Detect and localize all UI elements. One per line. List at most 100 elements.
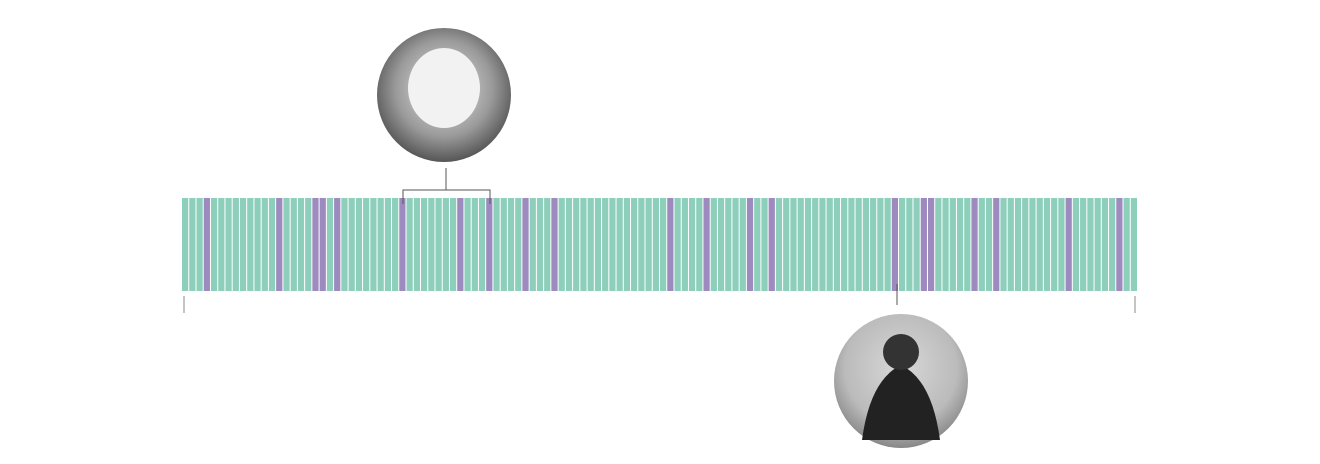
stripe: [457, 198, 464, 291]
stripe: [855, 198, 862, 291]
stripe: [848, 198, 855, 291]
stripe: [326, 198, 334, 291]
stripe: [790, 198, 797, 291]
stripe: [254, 198, 261, 291]
stripe: [486, 198, 493, 291]
stripe: [1094, 198, 1101, 291]
stripe: [754, 198, 761, 291]
stripe: [442, 198, 449, 291]
stripe: [1051, 198, 1058, 291]
stripe: [1022, 198, 1029, 291]
stripe: [775, 198, 783, 291]
stripe: [544, 198, 551, 291]
stripe: [536, 198, 544, 291]
stripe: [1130, 198, 1137, 291]
stripe: [1087, 198, 1094, 291]
stripe: [1123, 198, 1130, 291]
stripe: [768, 198, 775, 291]
stripe: [674, 198, 681, 291]
stripe: [616, 198, 623, 291]
stripe: [399, 198, 406, 291]
stripe: [899, 198, 906, 291]
stripe: [449, 198, 457, 291]
stripe: [341, 198, 348, 291]
stripe: [464, 198, 471, 291]
stripe: [985, 198, 993, 291]
stripe: [478, 198, 486, 291]
stripe: [232, 198, 239, 291]
stripe: [920, 198, 927, 291]
stripe: [609, 198, 616, 291]
stripe: [355, 198, 363, 291]
stripe: [500, 198, 507, 291]
stripe: [819, 198, 826, 291]
portrait-figure: [862, 365, 940, 440]
stripe: [196, 198, 203, 291]
stripe: [594, 198, 602, 291]
stripe: [1072, 198, 1080, 291]
stripe: [1065, 198, 1072, 291]
stripe: [392, 198, 399, 291]
stripe: [305, 198, 312, 291]
stripe: [529, 198, 536, 291]
stripe: [573, 198, 580, 291]
stripe: [428, 198, 435, 291]
stripe: [602, 198, 609, 291]
stripe: [971, 198, 978, 291]
stripe: [732, 198, 739, 291]
stripe: [283, 198, 290, 291]
stripe: [623, 198, 631, 291]
stripe: [688, 198, 696, 291]
stripe: [652, 198, 659, 291]
stripe: [761, 198, 768, 291]
stripe: [1116, 198, 1123, 291]
stripe: [956, 198, 964, 291]
stripe: [370, 198, 377, 291]
stripe: [696, 198, 703, 291]
stripe: [312, 198, 319, 291]
stripe: [949, 198, 956, 291]
stripe: [913, 198, 920, 291]
stripe: [906, 198, 913, 291]
stripe: [797, 198, 804, 291]
stripe: [927, 198, 935, 291]
portrait-face: [408, 48, 480, 128]
stripe: [261, 198, 268, 291]
stripe: [703, 198, 710, 291]
stripe: [978, 198, 985, 291]
stripe: [493, 198, 500, 291]
stripe: [384, 198, 392, 291]
stripe: [218, 198, 225, 291]
stripe: [551, 198, 558, 291]
stripe: [225, 198, 232, 291]
stripe: [833, 198, 841, 291]
stripe: [363, 198, 370, 291]
stripe: [631, 198, 638, 291]
stripe: [1080, 198, 1087, 291]
stripe: [1101, 198, 1109, 291]
stripe: [783, 198, 790, 291]
stripe: [515, 198, 522, 291]
stripe: [565, 198, 573, 291]
stripe: [891, 198, 898, 291]
stripe: [841, 198, 848, 291]
stripe: [935, 198, 942, 291]
stripe: [471, 198, 478, 291]
stripe: [1000, 198, 1007, 291]
stripe: [421, 198, 428, 291]
stripe: [435, 198, 442, 291]
stripe: [681, 198, 688, 291]
stripe: [1029, 198, 1036, 291]
strip: [182, 198, 1137, 291]
stripe: [210, 198, 218, 291]
stripe: [993, 198, 1000, 291]
stripe: [884, 198, 891, 291]
stripe: [189, 198, 196, 291]
stripe: [1036, 198, 1043, 291]
stripe: [348, 198, 355, 291]
stripe: [804, 198, 812, 291]
stripe: [1058, 198, 1065, 291]
stripe: [406, 198, 413, 291]
stripe: [877, 198, 884, 291]
